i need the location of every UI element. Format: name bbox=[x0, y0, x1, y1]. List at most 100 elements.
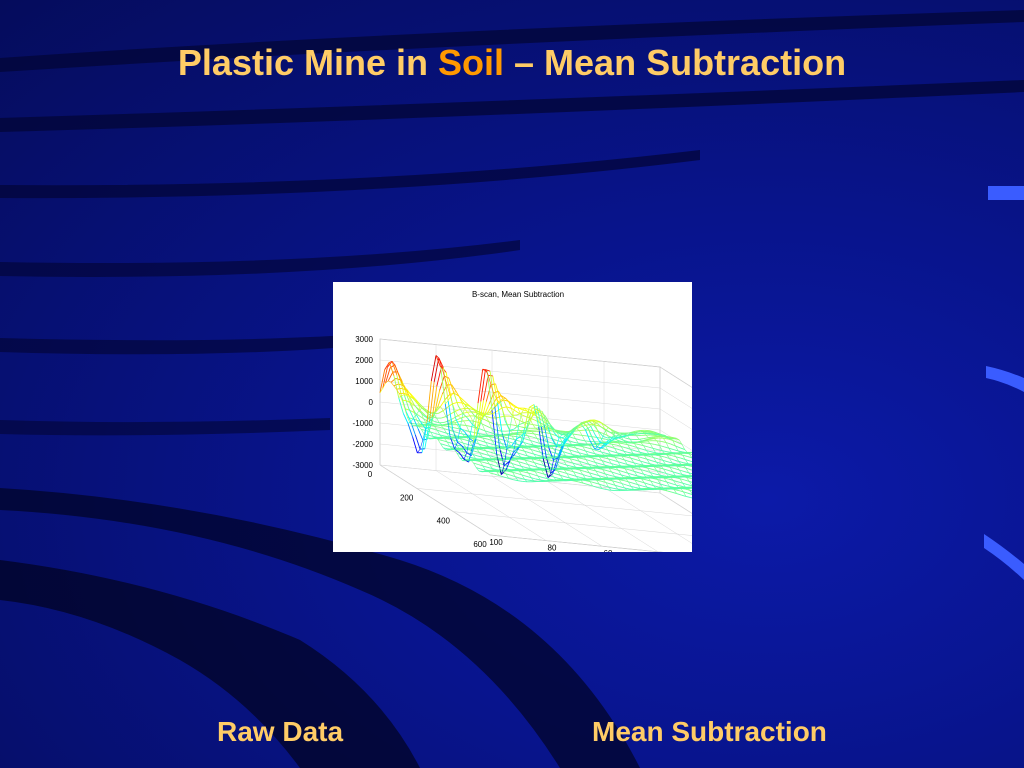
surface-mesh-segment bbox=[635, 487, 641, 490]
surface-mesh-segment bbox=[634, 470, 640, 474]
surface-mesh-segment bbox=[603, 485, 609, 488]
surface-mesh-segment bbox=[482, 433, 488, 436]
surface-mesh-segment bbox=[612, 451, 618, 454]
surface-mesh-segment bbox=[565, 467, 569, 470]
surface-mesh-segment bbox=[630, 449, 634, 454]
surface-mesh-segment bbox=[501, 443, 505, 448]
surface-mesh-segment bbox=[460, 438, 466, 441]
surface-mesh-segment bbox=[598, 421, 602, 424]
surface-mesh-segment bbox=[478, 470, 482, 473]
surface-mesh-segment bbox=[645, 465, 649, 468]
surface-mesh-segment bbox=[543, 456, 547, 459]
surface-mesh-segment bbox=[553, 476, 557, 481]
surface-mesh-segment bbox=[604, 455, 607, 457]
surface-mesh-segment bbox=[393, 375, 400, 398]
surface-mesh-segment bbox=[600, 441, 605, 445]
surface-mesh-segment bbox=[632, 474, 638, 477]
surface-mesh-segment bbox=[445, 400, 449, 405]
surface-mesh-segment bbox=[581, 457, 587, 461]
surface-mesh-segment bbox=[637, 475, 642, 478]
surface-mesh-segment bbox=[540, 460, 545, 466]
surface-mesh-segment bbox=[658, 487, 662, 490]
surface-mesh-segment bbox=[431, 386, 438, 419]
surface-mesh-segment bbox=[685, 459, 691, 462]
surface-mesh-segment bbox=[456, 453, 461, 459]
surface-mesh-segment bbox=[572, 454, 576, 458]
surface-mesh-segment bbox=[458, 441, 464, 444]
surface-mesh-segment bbox=[638, 441, 641, 443]
surface-mesh-segment bbox=[626, 477, 630, 480]
surface-mesh-segment bbox=[682, 455, 686, 460]
surface-mesh-segment bbox=[469, 449, 474, 455]
surface-mesh-segment bbox=[476, 448, 480, 453]
surface-mesh-segment bbox=[670, 474, 676, 477]
surface-mesh-segment bbox=[435, 355, 439, 359]
surface-mesh-segment bbox=[574, 459, 580, 462]
surface-mesh-segment bbox=[672, 471, 676, 476]
surface-mesh-segment bbox=[623, 466, 627, 468]
surface-mesh-segment bbox=[494, 402, 498, 407]
surface-mesh-segment bbox=[648, 455, 654, 458]
surface-mesh-segment bbox=[629, 438, 633, 443]
surface-mesh-segment bbox=[384, 362, 390, 370]
surface-mesh-segment bbox=[644, 482, 648, 488]
surface-mesh-segment bbox=[518, 461, 524, 464]
surface-mesh-segment bbox=[445, 416, 449, 421]
surface-mesh-segment bbox=[415, 414, 422, 423]
surface-mesh-segment bbox=[612, 429, 618, 433]
surface-mesh-segment bbox=[591, 448, 596, 454]
surface-mesh-segment bbox=[592, 455, 598, 457]
surface-mesh-segment bbox=[419, 423, 423, 426]
surface-mesh-segment bbox=[493, 393, 497, 399]
surface-mesh-segment bbox=[413, 404, 420, 412]
surface-mesh-segment bbox=[485, 369, 491, 372]
surface-mesh-segment bbox=[467, 412, 471, 416]
surface-mesh-segment bbox=[504, 446, 508, 449]
surface-mesh-segment bbox=[620, 465, 624, 468]
surface-mesh-segment bbox=[580, 439, 585, 442]
surface-mesh-segment bbox=[664, 476, 668, 478]
surface-mesh-segment bbox=[478, 433, 484, 435]
surface-mesh-segment bbox=[483, 435, 487, 437]
surface-mesh-segment bbox=[568, 461, 573, 464]
surface-mesh-segment bbox=[529, 446, 533, 448]
surface-mesh-segment bbox=[428, 382, 435, 423]
surface-mesh-segment bbox=[475, 458, 479, 461]
surface-mesh-segment bbox=[599, 483, 605, 487]
surface-mesh-segment bbox=[655, 452, 661, 454]
surface-mesh-segment bbox=[512, 472, 516, 477]
surface-mesh-segment bbox=[603, 424, 609, 428]
surface-mesh-segment bbox=[459, 413, 464, 428]
surface-mesh-segment bbox=[690, 497, 692, 499]
surface-mesh-segment bbox=[578, 442, 583, 445]
surface-mesh-segment bbox=[544, 415, 551, 424]
surface-mesh-segment bbox=[547, 459, 551, 464]
surface-mesh-segment bbox=[471, 435, 475, 438]
surface-mesh-segment bbox=[614, 448, 618, 454]
surface-mesh-segment bbox=[482, 456, 486, 461]
surface-mesh-segment bbox=[476, 412, 480, 418]
surface-mesh-segment bbox=[393, 385, 397, 390]
surface-mesh-segment bbox=[429, 418, 434, 424]
surface-mesh-segment bbox=[678, 490, 684, 493]
surface-mesh-segment bbox=[481, 449, 487, 452]
surface-mesh-segment bbox=[526, 475, 532, 479]
surface-mesh-segment bbox=[507, 441, 513, 444]
surface-mesh-segment bbox=[634, 471, 638, 476]
surface-mesh-segment bbox=[628, 460, 634, 464]
surface-mesh-segment bbox=[439, 422, 443, 426]
surface-mesh-segment bbox=[682, 483, 686, 488]
surface-mesh-segment bbox=[437, 429, 442, 433]
surface-mesh-segment bbox=[607, 450, 611, 455]
surface-mesh-segment bbox=[496, 395, 502, 399]
surface-mesh-segment bbox=[478, 420, 482, 430]
surface-mesh-segment bbox=[639, 480, 645, 484]
surface-mesh-segment bbox=[547, 456, 553, 459]
z-tick-label: -1000 bbox=[353, 419, 374, 428]
surface-mesh-segment bbox=[670, 443, 676, 447]
surface-mesh-segment bbox=[431, 412, 436, 419]
surface-mesh-segment bbox=[551, 437, 557, 447]
surface-mesh-segment bbox=[624, 487, 630, 490]
surface-mesh-segment bbox=[646, 430, 650, 432]
surface-mesh-segment bbox=[539, 457, 543, 459]
